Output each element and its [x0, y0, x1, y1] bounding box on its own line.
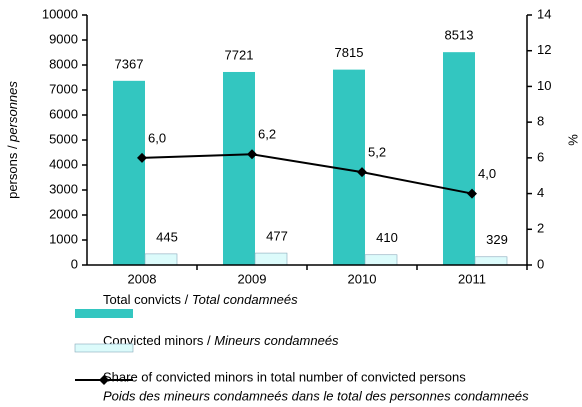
- legend-label: Total convicts / Total condamneés: [103, 292, 298, 307]
- bar: [113, 80, 145, 265]
- line-value-label: 4,0: [478, 166, 496, 181]
- legend-marker: [99, 375, 109, 385]
- legend-label: Poids des mineurs condamneés dans le tot…: [103, 388, 529, 403]
- x-tick-label: 2010: [348, 271, 377, 286]
- bar: [474, 256, 508, 266]
- y2-tick-label: 14: [537, 6, 551, 21]
- y2-tick-label: 8: [537, 114, 544, 129]
- line-marker: [467, 188, 477, 199]
- legend-swatch: [74, 343, 134, 353]
- line-marker: [247, 149, 257, 160]
- line-marker: [137, 152, 147, 163]
- legend-swatch: [75, 309, 133, 318]
- y2-axis-label: %: [565, 134, 580, 146]
- y-tick-label: 4000: [49, 156, 78, 171]
- bar-value-label: 329: [486, 232, 508, 247]
- y-label-part: personnes: [5, 81, 20, 143]
- x-tick-label: 2009: [238, 271, 267, 286]
- y-tick-label: 0: [71, 256, 78, 271]
- y-tick-label: 6000: [49, 106, 78, 121]
- bar: [443, 52, 475, 265]
- bar-value-label: 7815: [335, 45, 364, 60]
- y-tick-label: 8000: [49, 56, 78, 71]
- bar: [254, 252, 288, 266]
- y-tick-label: 10000: [42, 6, 78, 21]
- y2-tick-label: 0: [537, 256, 544, 271]
- y2-tick-label: 12: [537, 42, 551, 57]
- bar-value-label: 410: [376, 230, 398, 245]
- y-axis-label: persons / personnes: [5, 81, 20, 199]
- legend-part: Mineurs condamneés: [214, 333, 339, 348]
- bar-value-label: 7367: [115, 56, 144, 71]
- bar: [144, 253, 178, 266]
- bar-value-label: 445: [156, 229, 178, 244]
- y-tick-label: 1000: [49, 231, 78, 246]
- y-tick-label: 5000: [49, 131, 78, 146]
- y-label-part: persons /: [5, 142, 20, 199]
- y2-tick-label: 10: [537, 78, 551, 93]
- line-value-label: 5,2: [368, 145, 386, 160]
- bar: [223, 71, 255, 265]
- x-tick-label: 2011: [458, 271, 486, 286]
- legend-part: Total convicts /: [103, 292, 192, 307]
- line-value-label: 6,0: [148, 130, 166, 145]
- y-tick-label: 3000: [49, 181, 78, 196]
- line: [141, 153, 473, 195]
- bar: [364, 254, 398, 266]
- y-tick-label: 7000: [49, 81, 78, 96]
- bar-value-label: 8513: [445, 28, 474, 43]
- legend-label: Convicted minors / Mineurs condamneés: [103, 333, 339, 348]
- y2-tick-label: 6: [537, 149, 544, 164]
- y-tick-label: 2000: [49, 206, 78, 221]
- line-marker: [357, 167, 367, 178]
- bar-value-label: 7721: [225, 47, 254, 62]
- line-value-label: 6,2: [258, 127, 276, 142]
- legend-label: Share of convicted minors in total numbe…: [103, 369, 466, 384]
- y-tick-label: 9000: [49, 31, 78, 46]
- bar-value-label: 477: [266, 229, 288, 244]
- legend-part: Total condamneés: [192, 292, 298, 307]
- y2-tick-label: 2: [537, 221, 544, 236]
- x-tick-label: 2008: [128, 271, 157, 286]
- y2-tick-label: 4: [537, 185, 544, 200]
